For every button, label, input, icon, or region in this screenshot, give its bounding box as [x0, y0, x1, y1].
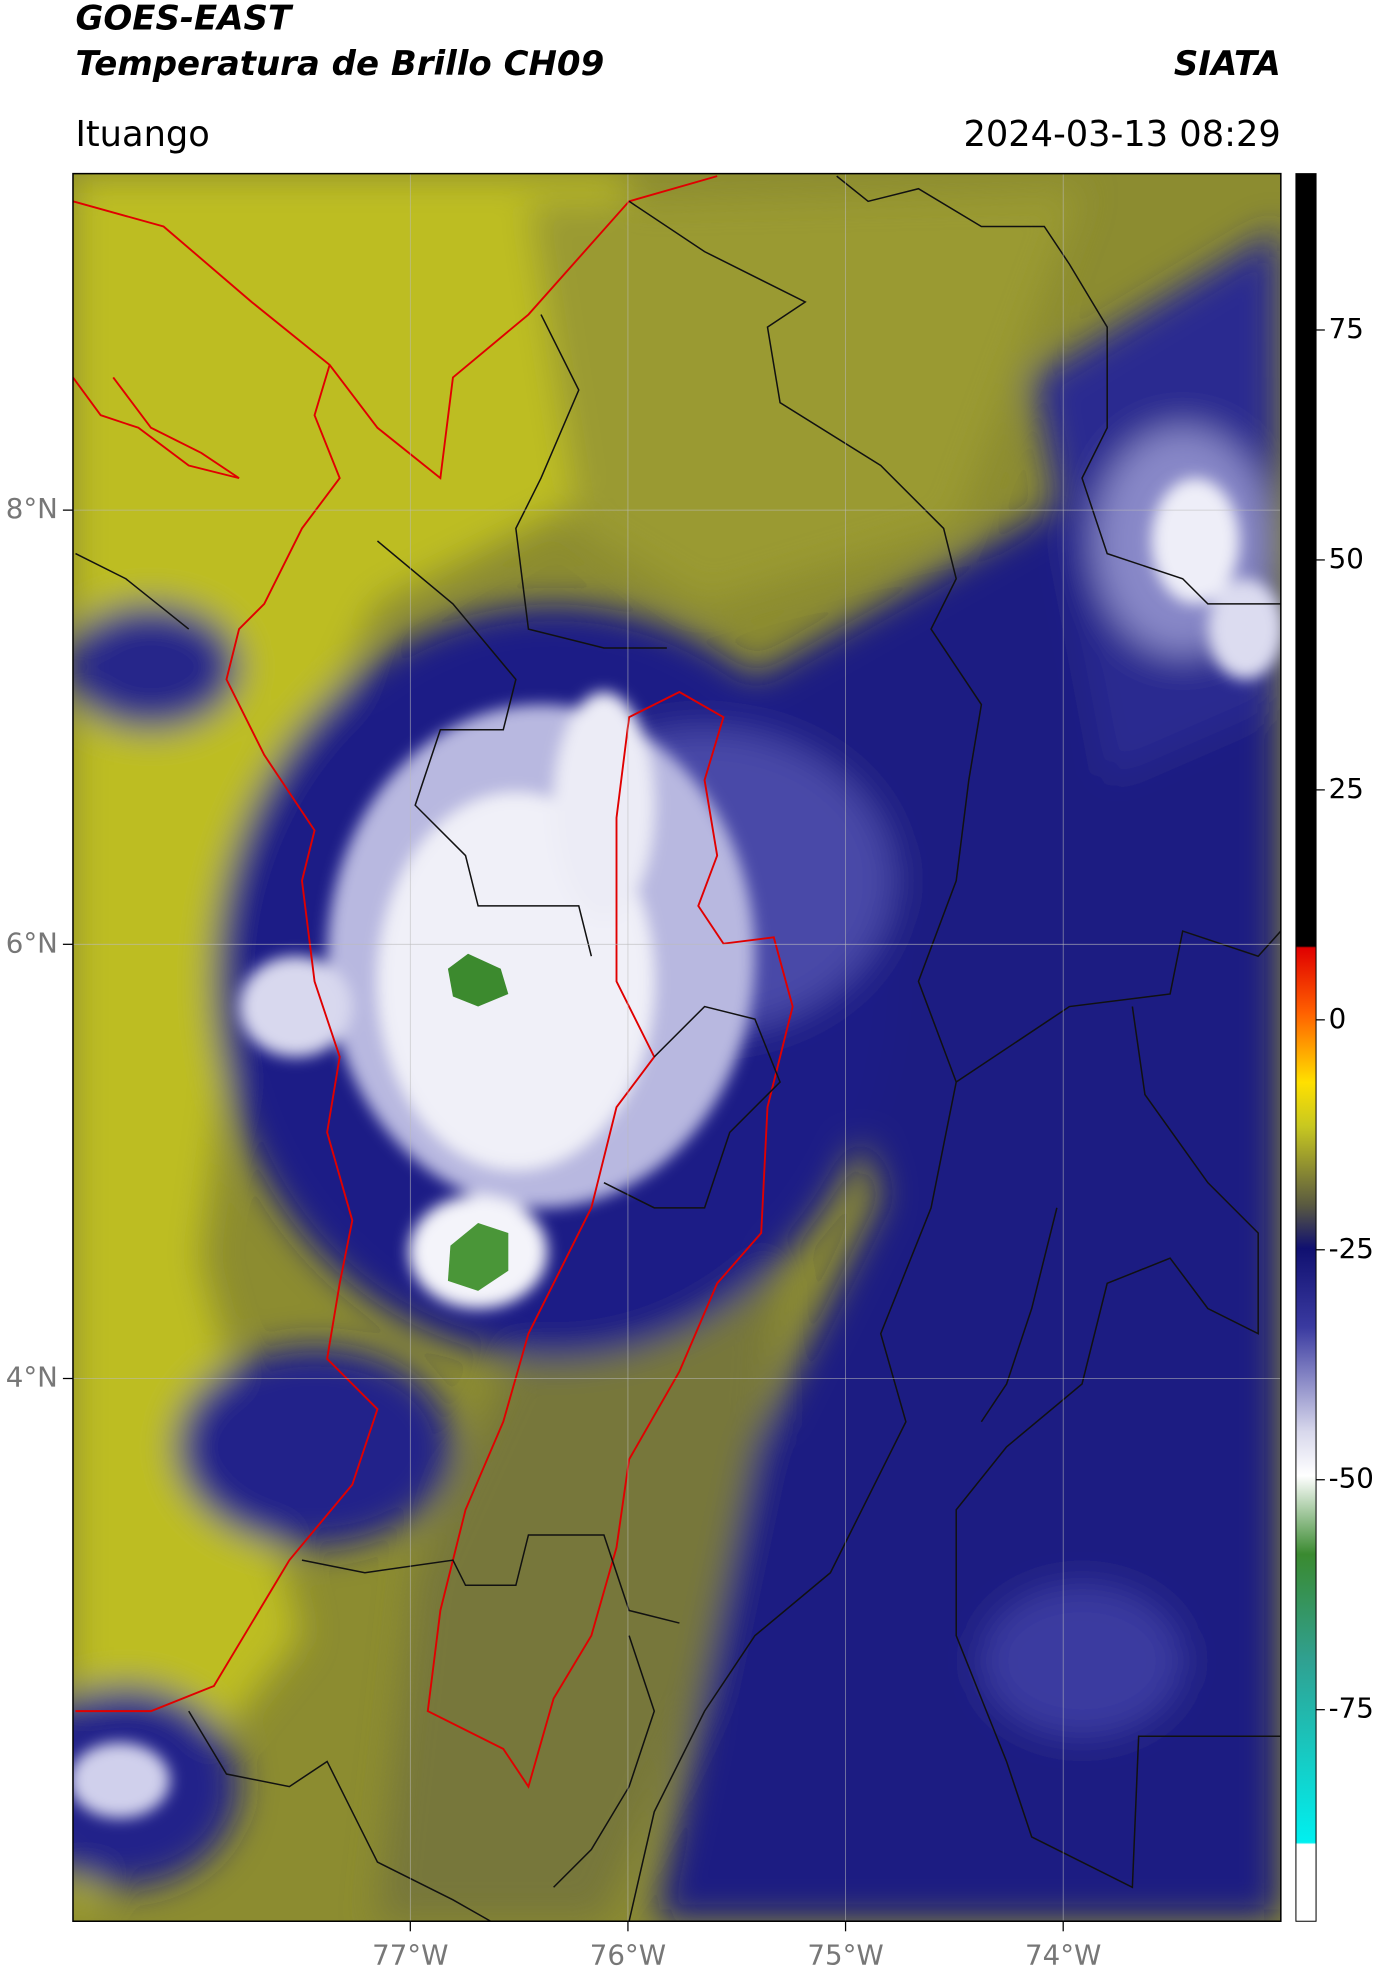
- colorbar-tick-label: -50: [1329, 1462, 1374, 1495]
- colorbar-tick-label: -25: [1329, 1232, 1374, 1265]
- source: SIATA: [1174, 44, 1281, 84]
- colorbar-tick-label: 0: [1329, 1002, 1347, 1035]
- y-tick-label: 8°N: [6, 492, 58, 525]
- x-tick-label: 76°W: [590, 1938, 666, 1971]
- y-tick-label: 4°N: [6, 1361, 58, 1394]
- x-tick-label: 74°W: [1025, 1938, 1101, 1971]
- colorbar: [1295, 173, 1317, 1922]
- y-tick-label: 6°N: [6, 926, 58, 959]
- location: Ituango: [75, 114, 209, 155]
- datetime: 2024-03-13 08:29: [963, 114, 1280, 155]
- x-tick-label: 75°W: [807, 1938, 883, 1971]
- x-tick-label: 77°W: [372, 1938, 448, 1971]
- colorbar-tick-label: 50: [1329, 542, 1364, 575]
- colorbar-tick-label: 75: [1329, 312, 1364, 345]
- grid: [72, 173, 1281, 1922]
- colorbar-tick-label: -75: [1329, 1692, 1374, 1725]
- satellite-image: [72, 173, 1281, 1922]
- title: GOES-EAST: [75, 0, 293, 39]
- subtitle: Temperatura de Brillo CH09: [75, 44, 604, 84]
- colorbar-tick-label: 25: [1329, 772, 1364, 805]
- map-frame: [72, 172, 1282, 1922]
